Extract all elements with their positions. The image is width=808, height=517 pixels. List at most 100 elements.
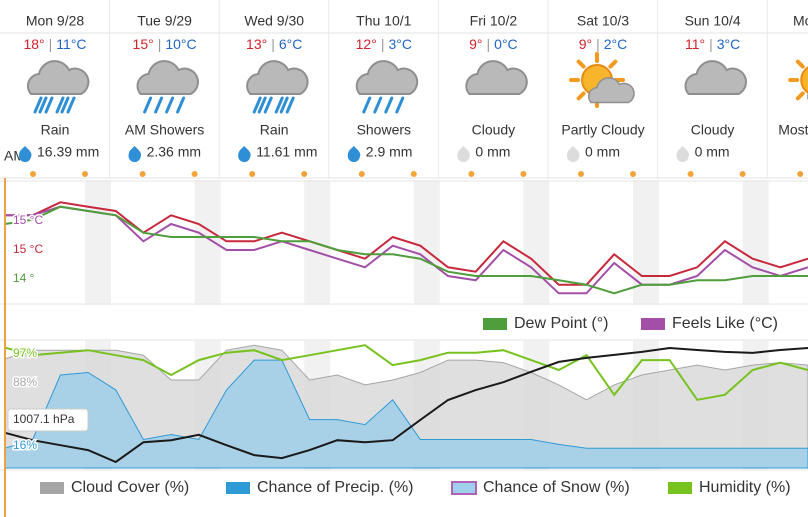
precip-drop (347, 146, 361, 163)
rain-streak (38, 96, 48, 114)
temperature-range: 18° | 11°C (23, 36, 86, 52)
cloud-icon (465, 60, 528, 95)
am-label: AM (4, 148, 25, 164)
precip-drop (18, 146, 32, 163)
legend-label: Cloud Cover (%) (71, 479, 189, 496)
rain-streak (44, 96, 54, 114)
rain-streak (143, 96, 153, 114)
rain-streak (395, 96, 405, 114)
day-name: Mon 9/28 (26, 13, 85, 29)
day-name: Wed 9/30 (244, 13, 304, 29)
cloud (684, 60, 748, 95)
precip-drop (238, 146, 251, 163)
rain-streak (176, 96, 186, 114)
current-value-label: 15 °C (13, 213, 43, 227)
line-series (4, 346, 808, 464)
legend-label: Humidity (%) (699, 479, 791, 496)
night-band (742, 180, 769, 305)
sun-marker (249, 171, 256, 177)
current-value-label: 1007.1 hPa (13, 412, 75, 426)
precip-drop (128, 146, 142, 163)
precip-drop (676, 146, 690, 163)
legend-swatch (40, 482, 64, 494)
current-value-label: 14 ° (13, 271, 35, 285)
legend-swatch (226, 482, 250, 494)
sun-ray (608, 59, 618, 69)
line-series (4, 205, 808, 295)
low-temp: 3°C (388, 36, 412, 52)
legend-swatch (668, 482, 692, 494)
day-name: Mon 10/5 (793, 13, 808, 29)
precip-amount: 0 mm (695, 144, 730, 160)
condition: Showers (357, 122, 411, 138)
rain-streak (274, 96, 284, 114)
legend-label: Chance of Precip. (%) (257, 479, 414, 496)
separator: | (381, 36, 385, 52)
area-series (4, 359, 808, 469)
precip-drop (457, 146, 470, 163)
sun-marker (139, 171, 146, 177)
separator: | (596, 36, 600, 52)
sun-marker (797, 171, 804, 177)
rain-streak (60, 96, 70, 114)
sun-ray (576, 91, 586, 101)
cloud-icon (26, 60, 90, 95)
sun (800, 66, 808, 94)
rain-streak (154, 96, 164, 114)
precip-amount: 0 mm (475, 144, 510, 160)
sun-marker (82, 171, 88, 177)
cloud (26, 60, 90, 95)
day-name: Sat 10/3 (577, 13, 629, 29)
condition: AM Showers (125, 122, 204, 138)
precip-amount: 0 mm (585, 144, 620, 160)
sun-marker (301, 171, 308, 177)
rain-streak (285, 96, 295, 114)
condition: Rain (260, 122, 289, 138)
current-value-label: 97% (13, 346, 37, 360)
legend-label: Feels Like (°C) (672, 315, 778, 332)
sun-marker (358, 171, 365, 177)
cloud (465, 60, 528, 95)
night-band (304, 180, 331, 305)
night-band (85, 180, 111, 305)
night-band (413, 180, 440, 305)
separator: | (49, 36, 53, 52)
current-value-label: 88% (13, 375, 37, 389)
rain-streak (33, 96, 43, 114)
separator: | (158, 36, 162, 52)
condition: Rain (41, 122, 70, 138)
condition: Cloudy (472, 122, 516, 138)
separator: | (271, 36, 275, 52)
rain-streak (362, 96, 372, 114)
sun-ray (795, 59, 805, 69)
legend-swatch (641, 318, 665, 330)
sun-marker (739, 171, 746, 177)
low-temp: 2°C (604, 36, 628, 52)
temperature-range: 11° | 3°C (685, 36, 740, 52)
high-temp: 13° (246, 36, 267, 52)
sun-marker (578, 171, 584, 177)
sun-ray (576, 59, 586, 69)
day-name: Thu 10/1 (356, 13, 411, 29)
cloud-icon (246, 60, 309, 95)
night-band (523, 180, 550, 305)
sun-marker (191, 171, 198, 177)
cloud-icon (587, 77, 635, 104)
low-temp: 11°C (56, 36, 86, 52)
current-value-label: 16% (13, 438, 37, 452)
high-temp: 12° (356, 36, 377, 52)
temperature-range: 9° | 2°C (579, 36, 628, 52)
sun-marker (630, 171, 636, 177)
high-temp: 18° (23, 36, 44, 52)
sun-ray (795, 91, 805, 101)
high-temp: 15° (133, 36, 154, 52)
line-series (4, 344, 808, 401)
rain-streak (373, 96, 383, 114)
precip-amount: 2.9 mm (366, 144, 413, 160)
condition: Partly Cloudy (561, 122, 644, 138)
separator: | (487, 36, 491, 52)
temperature-range: 9° | 0°C (469, 36, 518, 52)
cloud-icon (355, 60, 419, 95)
rain-streak (66, 96, 76, 114)
